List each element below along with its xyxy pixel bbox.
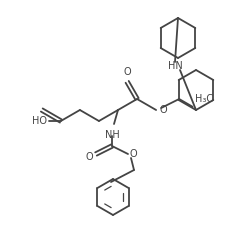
- Text: O: O: [159, 105, 167, 115]
- Text: H₃C: H₃C: [196, 94, 214, 104]
- Text: NH: NH: [105, 130, 119, 140]
- Text: O: O: [85, 152, 93, 162]
- Text: O: O: [123, 67, 131, 77]
- Text: HO: HO: [32, 116, 47, 126]
- Text: HN: HN: [168, 61, 182, 71]
- Text: O: O: [130, 149, 138, 159]
